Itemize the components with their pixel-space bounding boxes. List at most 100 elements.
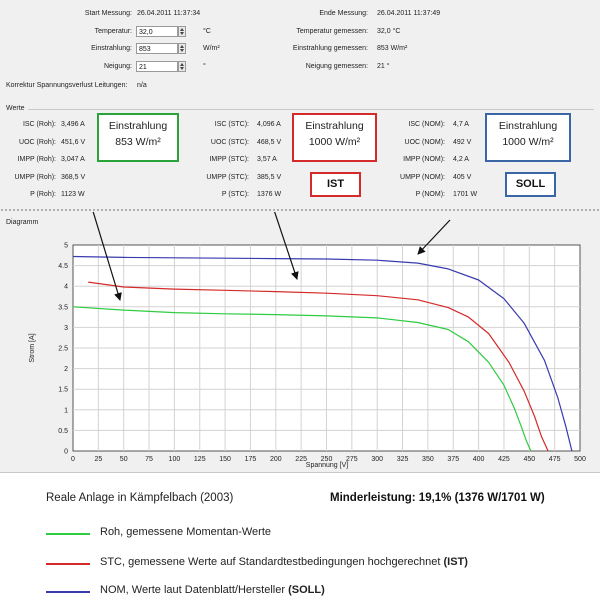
iv-curve-chart: 0 25 50 75 100 125 150 175 200 225 250 275 300 325 350…: [29, 212, 586, 469]
y-tick-label: 4: [64, 284, 68, 291]
tilt-unit: °: [203, 63, 206, 70]
y-tick-label: 0: [64, 449, 68, 456]
legend-label: STC, gemessene Werte auf Standardtestbed…: [100, 556, 444, 568]
x-tick-label: 125: [194, 456, 206, 463]
diagram-group-label: Diagramm: [6, 219, 39, 226]
grid-lines: [73, 245, 580, 451]
x-tick-label: 300: [371, 456, 383, 463]
x-tick-label: 475: [549, 456, 561, 463]
legend-label: NOM, Werte laut Datenblatt/Hersteller: [100, 584, 289, 596]
nom-value: 4,2 A: [453, 156, 469, 163]
x-tick-label: 0: [71, 456, 75, 463]
roh-label: UMPP (Roh):: [14, 174, 57, 181]
x-tick-label: 150: [219, 456, 231, 463]
nom-label: UMPP (NOM):: [400, 174, 445, 181]
irradiation-box-nom: Einstrahlung 1000 W/m²: [485, 113, 571, 162]
roh-label: IMPP (Roh):: [17, 156, 56, 163]
x-tick-label: 175: [245, 456, 257, 463]
irradiation-box-roh: Einstrahlung 853 W/m²: [97, 113, 179, 162]
roh-value: 451,6 V: [61, 139, 86, 146]
series-lines: [72, 255, 573, 452]
y-tick-label: 4.5: [58, 263, 68, 270]
stc-value: 1376 W: [257, 191, 282, 198]
stc-label: P (STC):: [221, 191, 249, 198]
soll-tag: SOLL: [505, 172, 556, 197]
roh-label: P (Roh):: [30, 191, 56, 198]
stc-label: IMPP (STC):: [209, 156, 249, 163]
stc-value: 385,5 V: [257, 174, 282, 181]
nom-label: P (NOM):: [415, 191, 445, 198]
stc-label: ISC (STC):: [214, 121, 249, 128]
x-tick-label: 375: [447, 456, 459, 463]
y-tick-label: 2.5: [58, 346, 68, 353]
irradiation-label: Einstrahlung:: [91, 45, 132, 52]
legend-swatch: [46, 591, 90, 593]
tilt-label: Neigung:: [103, 63, 132, 70]
legend-swatch: [46, 533, 90, 535]
x-tick-label: 350: [422, 456, 434, 463]
x-tick-label: 225: [295, 456, 307, 463]
roh-value: 1123 W: [61, 191, 85, 198]
app-window: Start Messung: 26.04.2011 11:37:34 Ende …: [0, 0, 600, 473]
nom-value: 4,7 A: [453, 121, 469, 128]
werte-group-label: Werte: [6, 105, 28, 112]
irradiation-box-stc: Einstrahlung 1000 W/m²: [292, 113, 377, 162]
box-line: 1000 W/m²: [502, 136, 554, 148]
series-line-0: [72, 306, 532, 452]
legend-label-bold: (IST): [443, 556, 468, 568]
y-tick-label: 2: [64, 366, 68, 373]
y-axis-label: Strom [A]: [29, 333, 36, 362]
y-tick-label: 3.5: [58, 304, 68, 311]
nom-label: UOC (NOM):: [404, 139, 445, 146]
x-tick-label: 425: [498, 456, 510, 463]
temperature-measured-value: 32,0 °C: [377, 28, 401, 35]
stc-label: UOC (STC):: [210, 139, 249, 146]
temperature-label: Temperatur:: [94, 28, 132, 35]
x-tick-label: 75: [145, 456, 153, 463]
stc-label: UMPP (STC):: [206, 174, 249, 181]
tick-labels: 0 25 50 75 100 125 150 175 200 225 250 275 300 325 350…: [58, 243, 586, 464]
start-value: 26.04.2011 11:37:34: [137, 10, 201, 17]
x-tick-label: 500: [574, 456, 586, 463]
x-tick-label: 450: [523, 456, 535, 463]
splitter-handle[interactable]: [0, 208, 600, 212]
tilt-measured-label: Neigung gemessen:: [305, 63, 368, 70]
temperature-unit: °C: [203, 28, 211, 35]
x-tick-label: 400: [473, 456, 485, 463]
nom-value: 1701 W: [453, 191, 478, 198]
series-line-2: [72, 255, 573, 452]
y-tick-label: 0.5: [58, 428, 68, 435]
tilt-measured-value: 21 °: [377, 63, 390, 70]
legend-text: STC, gemessene Werte auf Standardtestbed…: [100, 556, 468, 568]
correction-value: n/a: [137, 82, 147, 89]
temperature-input[interactable]: 32,0: [136, 26, 178, 37]
box-line: Einstrahlung: [498, 120, 558, 132]
x-tick-label: 25: [94, 456, 102, 463]
caption-shortfall: Minderleistung: 19,1% (1376 W/1701 W): [330, 492, 545, 504]
nom-value: 405 V: [453, 174, 472, 181]
arrow-roh: [92, 212, 122, 301]
x-tick-label: 325: [397, 456, 409, 463]
nom-label: ISC (NOM):: [408, 121, 445, 128]
stc-value: 4,096 A: [257, 121, 281, 128]
tilt-spinner[interactable]: [178, 61, 186, 72]
tilt-input[interactable]: 21: [136, 61, 178, 72]
irradiation-spinner[interactable]: [178, 43, 186, 54]
temperature-measured-label: Temperatur gemessen:: [296, 28, 368, 35]
x-tick-label: 275: [346, 456, 358, 463]
stc-value: 468,5 V: [257, 139, 282, 146]
temperature-spinner[interactable]: [178, 26, 186, 37]
nom-label: IMPP (NOM):: [403, 156, 445, 163]
caption-location: Reale Anlage in Kämpfelbach (2003): [46, 492, 234, 504]
box-line: 853 W/m²: [115, 136, 161, 148]
legend-text: NOM, Werte laut Datenblatt/Hersteller (S…: [100, 584, 325, 596]
irradiation-input[interactable]: 853: [136, 43, 178, 54]
series-line-1: [88, 281, 549, 452]
y-tick-label: 5: [64, 243, 68, 250]
legend-label-bold: (SOLL): [288, 584, 325, 596]
arrow-stc: [274, 212, 299, 280]
x-tick-label: 250: [321, 456, 333, 463]
irradiation-measured-label: Einstrahlung gemessen:: [292, 45, 368, 52]
roh-value: 368,5 V: [61, 174, 86, 181]
irradiation-unit: W/m²: [203, 45, 220, 52]
